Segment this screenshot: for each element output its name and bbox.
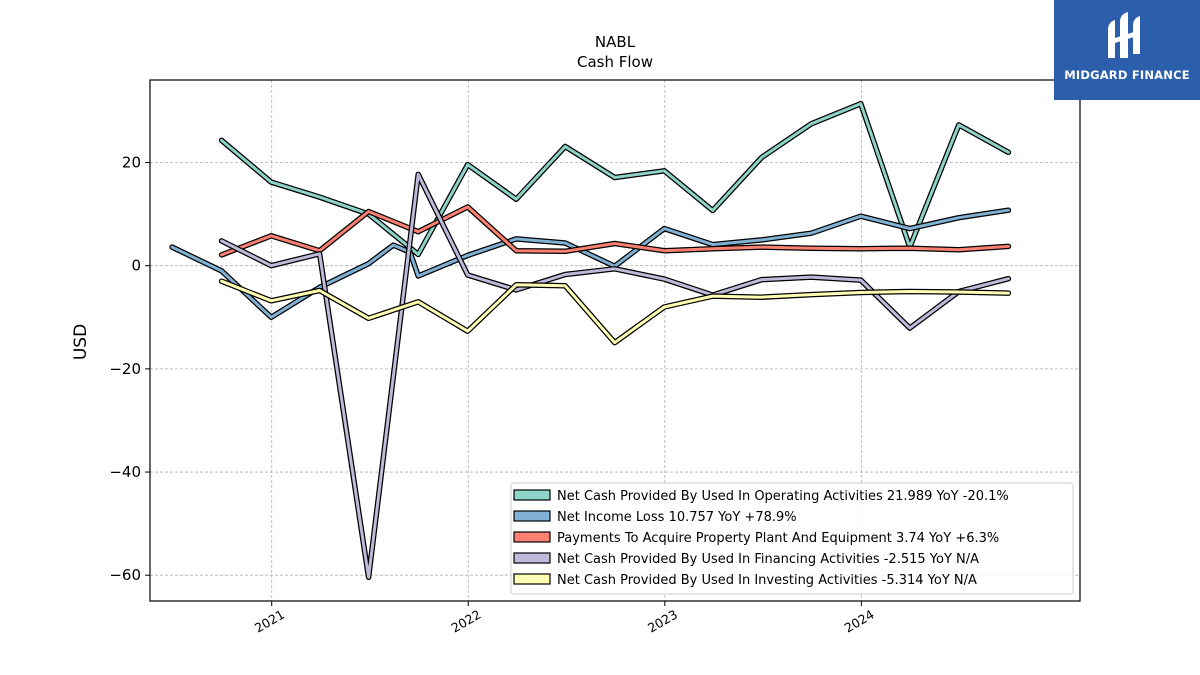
legend-swatch bbox=[513, 552, 551, 564]
series-stroke bbox=[220, 172, 1010, 579]
series-line-2 bbox=[218, 204, 1012, 258]
legend-entry: Net Cash Provided By Used In Operating A… bbox=[557, 489, 1009, 504]
x-tick-label: 2022 bbox=[448, 607, 483, 636]
y-axis-label: USD bbox=[71, 324, 91, 360]
x-tick-label: 2024 bbox=[842, 607, 877, 636]
legend-swatch bbox=[513, 510, 551, 522]
legend-box bbox=[510, 482, 1074, 595]
chart-title: NABL bbox=[595, 33, 636, 51]
midgard-logo-icon bbox=[1108, 12, 1140, 58]
series-lines bbox=[169, 100, 1012, 581]
x-tick-label: 2023 bbox=[645, 607, 680, 636]
legend-swatch bbox=[513, 573, 551, 585]
legend-entry: Net Income Loss 10.757 YoY +78.9% bbox=[557, 510, 797, 525]
y-tick-label: −60 bbox=[109, 566, 141, 584]
legend-entry: Payments To Acquire Property Plant And E… bbox=[557, 531, 999, 546]
legend-swatch bbox=[513, 489, 551, 501]
chart-subtitle: Cash Flow bbox=[577, 53, 653, 71]
series-stroke bbox=[220, 102, 1010, 256]
series-stroke bbox=[220, 205, 1010, 257]
y-tick-label: 20 bbox=[122, 154, 141, 172]
x-tick-label: 2021 bbox=[252, 607, 287, 636]
legend-swatch bbox=[513, 531, 551, 543]
plot-frame bbox=[149, 79, 1081, 602]
brand-logo: MIDGARD FINANCE bbox=[1054, 0, 1200, 100]
series-stroke bbox=[220, 279, 1010, 345]
y-tick-label: −40 bbox=[109, 463, 141, 481]
series-line-4 bbox=[218, 278, 1012, 346]
series-line-0 bbox=[218, 100, 1012, 258]
series-line-3 bbox=[218, 171, 1012, 581]
y-tick-label: −20 bbox=[109, 360, 141, 378]
y-tick-label: 0 bbox=[131, 257, 141, 275]
series-line-1 bbox=[169, 207, 1012, 321]
legend: Net Cash Provided By Used In Operating A… bbox=[510, 482, 1074, 595]
brand-name: MIDGARD FINANCE bbox=[1064, 68, 1190, 82]
legend-entry: Net Cash Provided By Used In Financing A… bbox=[557, 552, 979, 567]
series-stroke bbox=[170, 208, 1010, 319]
legend-entry: Net Cash Provided By Used In Investing A… bbox=[557, 573, 977, 588]
